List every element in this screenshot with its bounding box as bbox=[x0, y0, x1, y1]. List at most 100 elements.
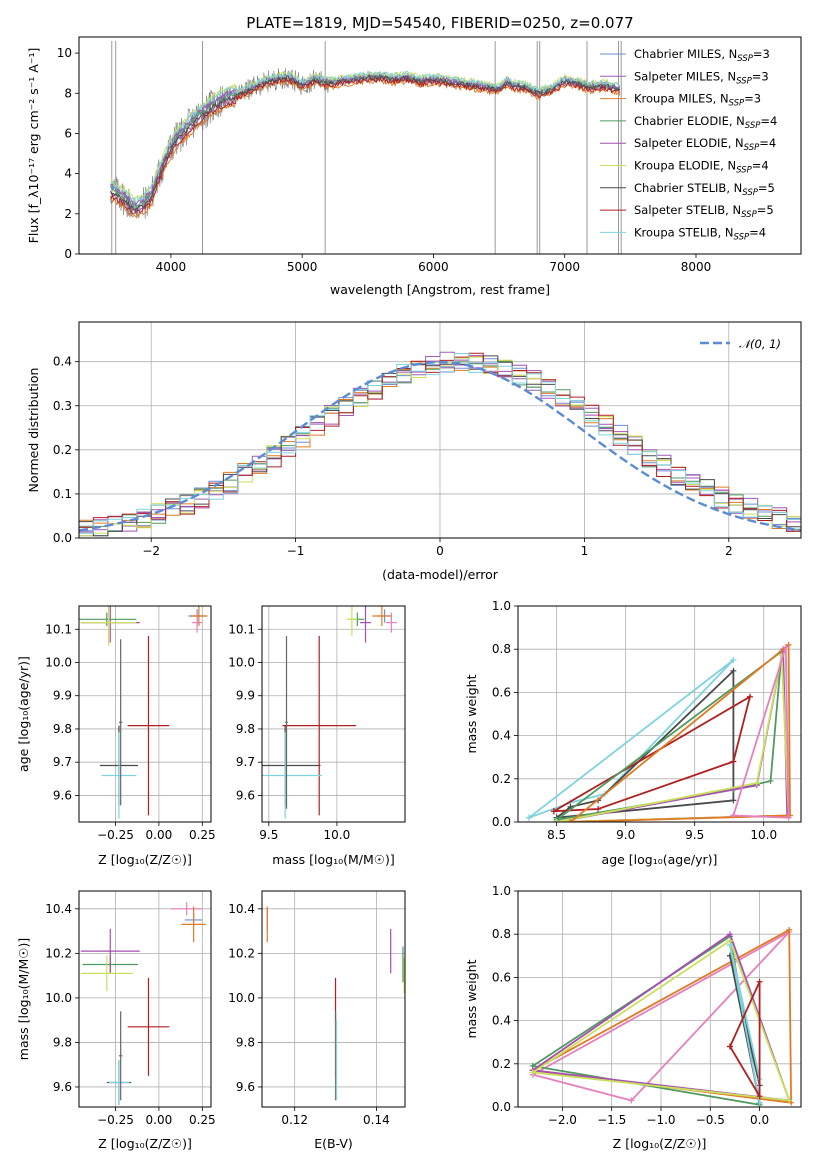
x-tick-label: 0.25 bbox=[189, 1113, 216, 1127]
y-tick-label: 0 bbox=[64, 247, 72, 261]
legend-entry-2: Kroupa MILES, NSSP=3 bbox=[634, 92, 761, 109]
x-tick-label: 8000 bbox=[681, 260, 712, 274]
errorbar-point-2 bbox=[181, 906, 206, 943]
y-tick-label: 9.6 bbox=[236, 788, 255, 802]
weight-marker bbox=[786, 1097, 793, 1104]
weight-marker bbox=[730, 667, 737, 674]
panel-mass-vs-Z: −0.25 0.00 0.25 9.6 9.8 10.0 10.2 10.4 Z [log₁₀(… bbox=[16, 890, 216, 1151]
panel-mass-vs-ebv: 0.12 0.14 9.6 9.8 10.0 10.2 10.4 E(B-V) bbox=[228, 890, 406, 1151]
weight-marker bbox=[756, 978, 763, 985]
y-tick-label: 9.9 bbox=[236, 689, 255, 703]
weight-marker bbox=[753, 780, 760, 787]
y-tick-label: 10.4 bbox=[45, 902, 72, 916]
x-tick-label: 5000 bbox=[287, 260, 318, 274]
errorbar-point-8 bbox=[108, 1060, 130, 1105]
normal-curve bbox=[79, 360, 801, 532]
y-tick-label: 9.6 bbox=[53, 1080, 72, 1094]
axes-frame bbox=[261, 890, 406, 1108]
weight-marker bbox=[746, 693, 753, 700]
x-tick-label: 0.14 bbox=[363, 1113, 390, 1127]
weight-marker bbox=[786, 926, 793, 933]
y-tick-label: 10.1 bbox=[45, 622, 72, 636]
x-tick-label: −0.25 bbox=[97, 1113, 134, 1127]
y-tick-label: 4 bbox=[64, 167, 72, 181]
axes-frame bbox=[78, 321, 802, 539]
x-axis-label: Z [log₁₀(Z/Z☉)] bbox=[98, 1136, 192, 1151]
panel-weight-vs-Z: −2.0 −1.5 −1.0 −0.5 0.0 0.0 0.2 0.4 0.6 0.8 1.0 Z [… bbox=[464, 884, 802, 1151]
legend-entry-normal: 𝒩(0, 1) bbox=[739, 337, 781, 351]
axes-frame bbox=[517, 890, 802, 1108]
errorbar-point-5 bbox=[346, 606, 358, 636]
errorbar-point-3 bbox=[79, 612, 137, 626]
y-tick-label: 0.0 bbox=[53, 531, 72, 545]
plot-area bbox=[262, 606, 405, 822]
weight-marker bbox=[730, 758, 737, 765]
errorbar-point-7 bbox=[282, 635, 356, 816]
axes-frame bbox=[517, 605, 802, 823]
x-axis-label: Z [log₁₀(Z/Z☉)] bbox=[613, 1136, 707, 1151]
weight-marker bbox=[782, 644, 789, 651]
chart-title: PLATE=1819, MJD=54540, FIBERID=0250, z=0… bbox=[246, 14, 633, 32]
y-axis-label: mass weight bbox=[464, 674, 479, 753]
y-axis-label: mass weight bbox=[464, 959, 479, 1038]
y-tick-label: 0.1 bbox=[53, 487, 72, 501]
panel-spectrum: PLATE=1819, MJD=54540, FIBERID=0250, z=0… bbox=[26, 14, 802, 297]
y-tick-label: 9.8 bbox=[236, 722, 255, 736]
x-tick-label: 9.0 bbox=[616, 828, 635, 842]
y-tick-label: 0.8 bbox=[492, 927, 511, 941]
x-tick-label: 0.25 bbox=[189, 828, 216, 842]
y-tick-label: 8 bbox=[64, 86, 72, 100]
y-axis-label: Normed distribution bbox=[26, 368, 41, 493]
errorbar-point-7 bbox=[127, 635, 170, 816]
panel-weight-vs-age: 8.5 9.0 9.5 10.0 0.0 0.2 0.4 0.6 0.8 1.0 age [log₁… bbox=[464, 599, 802, 867]
errorbar-point-5 bbox=[80, 955, 133, 992]
y-tick-label: 1.0 bbox=[492, 884, 511, 898]
y-tick-label: 0.0 bbox=[492, 815, 511, 829]
weight-marker bbox=[553, 819, 560, 822]
x-tick-label: 0.12 bbox=[281, 1113, 308, 1127]
weight-marker bbox=[595, 806, 602, 813]
weight-marker bbox=[756, 1099, 763, 1106]
y-tick-label: 10.4 bbox=[228, 902, 255, 916]
y-tick-label: 0.0 bbox=[492, 1100, 511, 1114]
legend-entry-5: Kroupa ELODIE, NSSP=4 bbox=[634, 159, 769, 176]
model-line-8 bbox=[110, 70, 621, 203]
panel-age-vs-mass: 9.5 10.0 9.6 9.7 9.8 9.9 10.0 10.1 mass [log₁₀(M… bbox=[228, 605, 406, 867]
y-tick-label: 0.4 bbox=[53, 355, 72, 369]
y-tick-label: 10.0 bbox=[45, 655, 72, 669]
x-tick-label: 2 bbox=[725, 544, 733, 558]
panel-age-vs-Z: −0.25 0.00 0.25 9.6 9.7 9.8 9.9 10.0 10.1 Z [log₁… bbox=[16, 605, 216, 867]
plot-area bbox=[518, 606, 801, 822]
weight-marker bbox=[730, 812, 737, 819]
axes-frame bbox=[78, 36, 802, 255]
legend-entry-8: Kroupa STELIB, NSSP=4 bbox=[634, 225, 766, 242]
weight-marker bbox=[727, 942, 734, 948]
x-tick-label: 8.5 bbox=[547, 828, 566, 842]
weight-line-7 bbox=[729, 981, 761, 1100]
weight-marker bbox=[730, 797, 737, 804]
plot-area bbox=[110, 41, 622, 254]
legend-entry-4: Salpeter ELODIE, NSSP=4 bbox=[634, 136, 776, 153]
x-tick-label: 4000 bbox=[156, 260, 187, 274]
y-tick-label: 10.2 bbox=[228, 946, 255, 960]
weight-line-0 bbox=[532, 931, 790, 1102]
errorbar-point-2 bbox=[372, 606, 392, 626]
y-tick-label: 0.4 bbox=[492, 1014, 511, 1028]
weight-marker bbox=[567, 819, 574, 822]
y-tick-label: 10.2 bbox=[45, 946, 72, 960]
errorbar-point-8 bbox=[101, 732, 137, 819]
legend-entry-1: Salpeter MILES, NSSP=3 bbox=[634, 69, 769, 86]
y-tick-label: 9.8 bbox=[236, 1035, 255, 1049]
errorbar-point-9 bbox=[285, 635, 288, 809]
legend-entry-7: Salpeter STELIB, NSSP=5 bbox=[634, 203, 774, 220]
x-tick-label: 0.0 bbox=[750, 1113, 769, 1127]
x-tick-label: −0.25 bbox=[97, 828, 134, 842]
weight-marker bbox=[730, 657, 737, 663]
x-tick-label: 6000 bbox=[418, 260, 449, 274]
axes-frame bbox=[78, 605, 212, 823]
x-axis-label: (data-model)/error bbox=[382, 567, 499, 582]
y-tick-label: 0.8 bbox=[492, 642, 511, 656]
y-axis-label: Flux [f_λ10⁻¹⁷ erg cm⁻² s⁻¹ A⁻¹] bbox=[26, 48, 41, 244]
x-tick-label: 10.0 bbox=[750, 828, 777, 842]
